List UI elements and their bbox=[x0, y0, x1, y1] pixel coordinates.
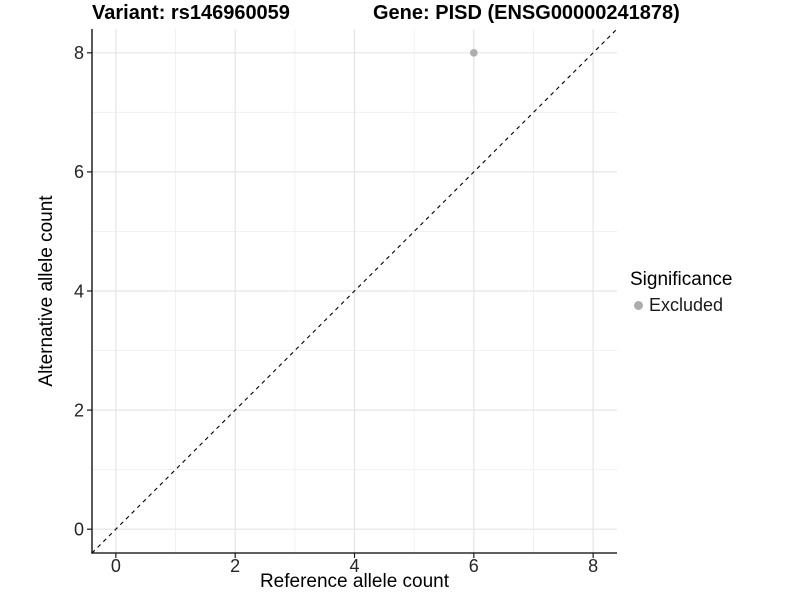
x-axis-title: Reference allele count bbox=[259, 571, 450, 592]
identity-line bbox=[91, 28, 618, 554]
y-tick-label: 8 bbox=[74, 43, 84, 63]
x-tick-label: 2 bbox=[230, 556, 240, 576]
y-tick-label: 0 bbox=[74, 519, 84, 539]
data-point bbox=[470, 49, 478, 57]
legend: Significance Excluded bbox=[630, 269, 732, 316]
y-tick-label: 6 bbox=[74, 162, 84, 182]
plot-title-variant: Variant: rs146960059 bbox=[92, 2, 290, 24]
x-tick-label: 4 bbox=[349, 556, 359, 576]
y-tick-label: 2 bbox=[74, 400, 84, 420]
x-tick-label: 0 bbox=[111, 556, 121, 576]
x-tick-label: 8 bbox=[588, 556, 598, 576]
legend-title: Significance bbox=[630, 269, 733, 290]
legend-item-label: Excluded bbox=[649, 295, 724, 315]
y-axis-title: Alternative allele count bbox=[36, 195, 57, 387]
y-tick-label: 4 bbox=[74, 281, 84, 301]
legend-item-excluded: Excluded bbox=[630, 295, 732, 316]
plot-title-gene: Gene: PISD (ENSG00000241878) bbox=[373, 2, 680, 24]
excluded-point-swatch bbox=[634, 301, 643, 310]
x-tick-label: 6 bbox=[469, 556, 479, 576]
